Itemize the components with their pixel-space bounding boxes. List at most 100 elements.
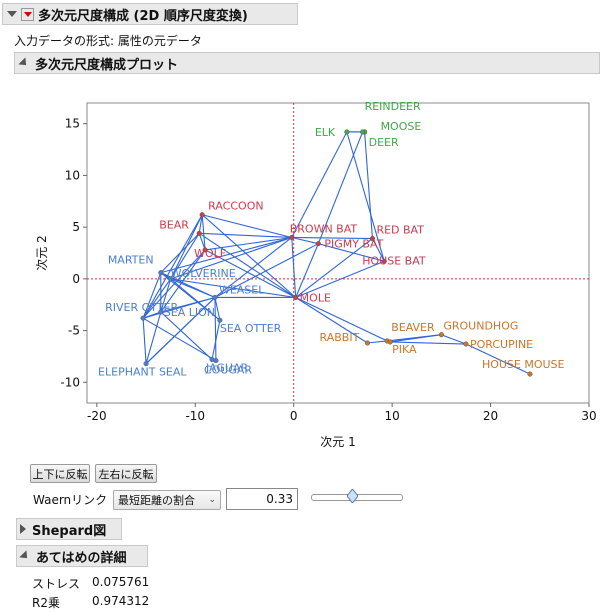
data-point[interactable] bbox=[168, 276, 174, 282]
link-line bbox=[142, 278, 172, 319]
link-line bbox=[318, 243, 385, 262]
data-point[interactable] bbox=[212, 294, 218, 301]
waern-select[interactable]: 最短距離の割合 ⌄ bbox=[113, 490, 221, 510]
data-point[interactable] bbox=[143, 361, 149, 367]
link-line bbox=[441, 334, 467, 345]
red-triangle-menu-icon[interactable] bbox=[21, 7, 34, 21]
collapse-triangle-icon[interactable] bbox=[7, 11, 17, 17]
x-tick-label: 0 bbox=[290, 409, 298, 423]
data-point[interactable] bbox=[381, 258, 387, 264]
data-point[interactable] bbox=[527, 371, 533, 377]
data-point[interactable] bbox=[369, 235, 376, 242]
y-tick-label: 0 bbox=[72, 272, 80, 286]
link-line bbox=[295, 296, 388, 342]
point-label: HOUSE BAT bbox=[362, 254, 426, 267]
link-line bbox=[371, 238, 385, 262]
x-tick-label: 20 bbox=[483, 409, 498, 423]
data-point[interactable] bbox=[213, 358, 219, 364]
data-point[interactable] bbox=[463, 341, 469, 347]
input-format-text: 入力データの形式: 属性の元データ bbox=[14, 34, 202, 48]
flip-horizontal-button[interactable]: 左右に反転 bbox=[95, 464, 157, 483]
link-line bbox=[214, 297, 217, 361]
link-line bbox=[291, 236, 373, 240]
flip-vertical-button[interactable]: 上下に反転 bbox=[30, 464, 90, 483]
data-point[interactable] bbox=[202, 247, 208, 253]
waern-slider[interactable] bbox=[311, 488, 403, 504]
link-line bbox=[465, 343, 531, 375]
link-line bbox=[198, 214, 203, 234]
link-line bbox=[291, 131, 348, 238]
x-tick-label: 10 bbox=[384, 409, 399, 423]
data-point[interactable] bbox=[387, 339, 393, 345]
link-line bbox=[198, 233, 206, 251]
link-line bbox=[170, 278, 296, 299]
y-tick-label: -10 bbox=[60, 375, 80, 389]
point-label: BEAR bbox=[159, 218, 189, 231]
data-point[interactable] bbox=[196, 230, 202, 236]
data-point[interactable] bbox=[289, 234, 295, 241]
data-point[interactable] bbox=[293, 294, 299, 301]
point-label: WOLF bbox=[194, 247, 226, 260]
link-line bbox=[198, 232, 296, 298]
data-point[interactable] bbox=[199, 212, 205, 218]
link-line bbox=[346, 131, 385, 262]
link-line bbox=[170, 233, 200, 280]
point-label: PIGMY BAT bbox=[324, 238, 383, 251]
y-tick-label: 15 bbox=[65, 117, 80, 131]
point-label: JAGUAR bbox=[205, 362, 248, 375]
link-line bbox=[145, 311, 162, 364]
point-label: REINDEER bbox=[365, 100, 421, 113]
link-line bbox=[142, 318, 147, 364]
link-line bbox=[295, 297, 368, 344]
data-point[interactable] bbox=[364, 340, 371, 346]
link-line bbox=[367, 340, 388, 344]
point-label: COUGAR bbox=[204, 364, 252, 377]
shepard-section-header[interactable]: Shepard図 bbox=[16, 518, 122, 540]
y-axis-label: 次元 2 bbox=[35, 235, 49, 270]
link-line bbox=[142, 317, 217, 362]
point-label: PORCUPINE bbox=[470, 338, 533, 351]
data-point[interactable] bbox=[360, 129, 366, 135]
slider-thumb[interactable] bbox=[346, 488, 359, 504]
data-point[interactable] bbox=[140, 315, 146, 321]
link-line bbox=[291, 236, 319, 245]
point-label: MOOSE bbox=[381, 120, 422, 133]
point-label: SEA LION bbox=[164, 306, 215, 319]
link-line bbox=[199, 232, 292, 239]
point-label: RIVER OTTER bbox=[105, 301, 178, 314]
point-label: WEASEL bbox=[219, 283, 265, 296]
link-line bbox=[201, 214, 206, 250]
point-label: MARTEN bbox=[108, 254, 154, 267]
link-line bbox=[214, 297, 221, 321]
link-line bbox=[295, 260, 385, 298]
point-label: BROWN BAT bbox=[290, 222, 358, 235]
data-point[interactable] bbox=[158, 309, 164, 315]
point-label: MOLE bbox=[300, 291, 331, 304]
waern-value-input[interactable]: 0.33 bbox=[226, 488, 298, 510]
data-point[interactable] bbox=[158, 270, 164, 276]
data-point[interactable] bbox=[344, 129, 350, 135]
collapse-triangle-icon[interactable] bbox=[19, 550, 31, 562]
expand-triangle-icon[interactable] bbox=[20, 524, 26, 534]
data-point[interactable] bbox=[217, 317, 223, 323]
link-line bbox=[142, 296, 216, 319]
data-point[interactable] bbox=[315, 241, 321, 247]
stress-label: ストレス bbox=[32, 577, 81, 591]
chevron-down-icon: ⌄ bbox=[208, 495, 216, 505]
link-line bbox=[291, 237, 297, 298]
point-label: SEA OTTER bbox=[220, 322, 282, 335]
link-line bbox=[160, 236, 292, 274]
x-tick-label: 30 bbox=[581, 409, 596, 423]
x-axis-label: 次元 1 bbox=[320, 435, 355, 449]
point-label: RACCOON bbox=[208, 200, 263, 213]
link-line bbox=[364, 131, 373, 239]
report-header: 多次元尺度構成 (2D 順序尺度変換) bbox=[2, 3, 298, 25]
link-line bbox=[145, 297, 216, 365]
plot-frame bbox=[86, 102, 590, 404]
link-line bbox=[160, 311, 213, 360]
point-label: ELEPHANT SEAL bbox=[98, 366, 187, 379]
data-point[interactable] bbox=[438, 332, 444, 338]
link-line bbox=[142, 272, 162, 319]
point-label: GROUNDHOG bbox=[443, 320, 518, 333]
shepard-title: Shepard図 bbox=[32, 523, 107, 539]
